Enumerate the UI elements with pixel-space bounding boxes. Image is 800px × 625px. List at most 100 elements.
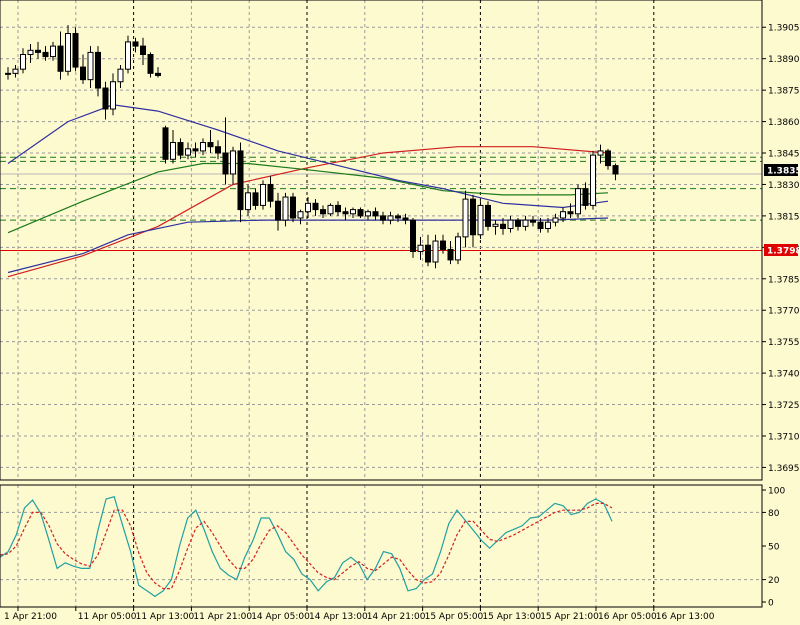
candle xyxy=(417,236,424,260)
candle xyxy=(447,241,454,265)
candle-body-bearish xyxy=(132,41,139,47)
time-tick-label: 15 Apr 21:00 xyxy=(540,612,599,622)
candle-body-bullish xyxy=(200,142,206,152)
candle-body-bullish xyxy=(245,192,251,211)
candle-body-bullish xyxy=(477,204,484,236)
candle xyxy=(440,234,446,254)
oscillator-tick-label: 0 xyxy=(768,599,774,609)
candle-body-bearish xyxy=(567,211,574,215)
time-tick-label: 14 Apr 21:00 xyxy=(367,612,426,622)
candle-body-bearish xyxy=(500,223,506,229)
time-tick-label: 14 Apr 05:00 xyxy=(251,612,310,622)
candle-body-bearish xyxy=(410,219,416,253)
oscillator-tick-label: 80 xyxy=(768,509,780,519)
candle-body-bearish xyxy=(612,165,619,175)
oscillator-axis: 100 80 50 20 0 xyxy=(762,487,785,609)
candle xyxy=(282,192,289,227)
candle-body-bearish xyxy=(515,219,521,227)
candle xyxy=(207,129,214,154)
candle-body-bullish xyxy=(305,202,311,213)
candle-body-bullish xyxy=(110,81,116,110)
candle xyxy=(57,31,64,80)
candle-body-bullish xyxy=(522,219,529,227)
candle xyxy=(522,215,529,231)
alert-price-badge: 1.3798 xyxy=(764,244,800,257)
candle-body-bearish xyxy=(275,200,281,221)
candle xyxy=(260,180,266,210)
price-tick-label: 1.3725 xyxy=(768,401,800,411)
candle-body-bullish xyxy=(387,215,394,221)
candle xyxy=(177,138,184,160)
candle-body-bearish xyxy=(207,142,214,148)
candle xyxy=(102,81,109,120)
candle-body-bullish xyxy=(545,221,551,229)
candle xyxy=(582,182,589,210)
time-tick-label: 15 Apr 13:00 xyxy=(482,612,541,622)
candle xyxy=(170,129,176,164)
candle-body-bullish xyxy=(87,51,94,81)
candle-body-bearish xyxy=(380,215,386,221)
candle-body-bullish xyxy=(20,53,26,70)
candle-body-bullish xyxy=(185,148,191,156)
time-tick-label: 16 Apr 13:00 xyxy=(656,612,715,622)
candle-body-bullish xyxy=(462,198,469,238)
time-tick-label: 11 Apr 21:00 xyxy=(193,612,252,622)
candle xyxy=(80,54,86,84)
price-tick-label: 1.3845 xyxy=(768,150,800,160)
candle-body-bullish xyxy=(170,142,176,160)
candle xyxy=(410,217,416,258)
candle-body-bearish xyxy=(252,192,259,206)
price-axis: 1.3905 1.3890 1.3875 1.3860 1.3845 1.3830 1.38… xyxy=(762,24,800,474)
alert-price-label: 1.3798 xyxy=(767,247,800,257)
candle-body-bearish xyxy=(42,51,49,58)
candle-body-bullish xyxy=(327,204,334,215)
oscillator-signal-line xyxy=(0,502,613,590)
candle xyxy=(65,25,71,76)
candle xyxy=(485,201,491,231)
candle xyxy=(552,213,559,227)
candle-body-bearish xyxy=(447,248,454,261)
candle xyxy=(222,117,229,185)
candle-body-bearish xyxy=(215,146,221,154)
candle-body-bearish xyxy=(425,244,431,263)
candle xyxy=(147,52,154,78)
candle xyxy=(432,234,439,269)
candle-body-bearish xyxy=(342,211,349,215)
candle-body-bullish xyxy=(260,183,266,206)
moving-averages xyxy=(7,104,609,278)
candle-body-bearish xyxy=(80,66,86,81)
candle-body-bearish xyxy=(320,209,326,215)
candle xyxy=(267,176,274,208)
candle-body-bearish xyxy=(222,152,229,175)
candle-body-bullish xyxy=(27,49,34,55)
price-tick-label: 1.3890 xyxy=(768,55,800,65)
candle-body-bearish xyxy=(395,215,401,219)
candle xyxy=(312,199,319,216)
candle-body-bullish xyxy=(230,150,236,175)
candle xyxy=(12,64,19,78)
candle xyxy=(125,35,131,74)
candle xyxy=(297,209,304,225)
candlesticks xyxy=(5,25,619,269)
candle-body-bullish xyxy=(125,41,131,70)
price-tick-label: 1.3740 xyxy=(768,370,800,380)
candle xyxy=(290,192,296,223)
candle-body-bearish xyxy=(290,196,296,219)
candle xyxy=(132,37,139,53)
candle xyxy=(155,67,161,78)
candle xyxy=(590,150,596,210)
candle xyxy=(612,163,619,181)
candle-body-bearish xyxy=(582,188,589,206)
candle-body-bearish xyxy=(177,142,184,156)
candle xyxy=(185,142,191,160)
price-tick-label: 1.3785 xyxy=(768,275,800,285)
candle xyxy=(387,211,394,225)
candle-body-bearish xyxy=(155,72,161,76)
price-tick-label: 1.3860 xyxy=(768,118,800,128)
candle-body-bearish xyxy=(485,204,491,227)
candle xyxy=(305,197,311,218)
candle xyxy=(335,201,341,216)
time-axis: 1 Apr 21:00 11 Apr 05:00 11 Apr 13:00 11 Ap… xyxy=(4,607,715,622)
candle-body-bullish xyxy=(552,217,559,223)
